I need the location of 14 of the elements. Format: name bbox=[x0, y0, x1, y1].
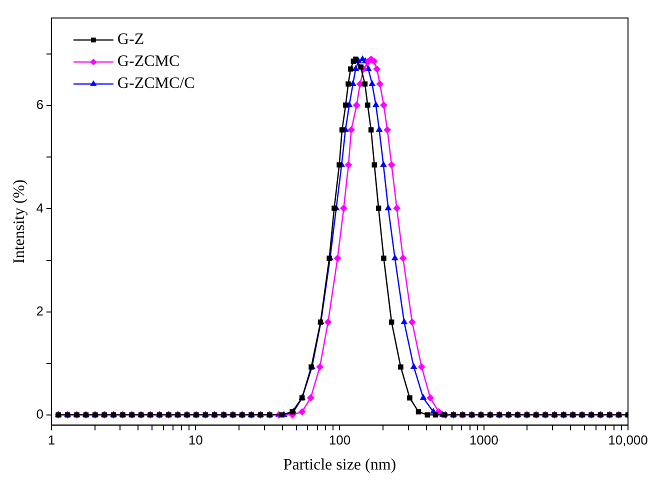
y-tick-label: 6 bbox=[36, 97, 44, 112]
y-tick-label: 0 bbox=[36, 406, 44, 422]
legend-label: G-ZCMC bbox=[117, 53, 180, 70]
x-tick-label: 1000 bbox=[469, 432, 498, 448]
legend-label: G-Z bbox=[117, 31, 144, 48]
y-tick-label: 4 bbox=[36, 200, 44, 216]
legend-label: G-ZCMC/C bbox=[117, 75, 195, 92]
x-tick-label: 10 bbox=[188, 432, 203, 448]
x-tick-label: 100 bbox=[328, 432, 351, 448]
x-tick-label: 1 bbox=[48, 432, 56, 448]
y-tick-label: 2 bbox=[36, 303, 44, 318]
x-tick-label: 10,000 bbox=[608, 432, 648, 448]
x-axis-title: Particle size (nm) bbox=[283, 456, 396, 474]
y-axis-title: Intensity (%) bbox=[10, 180, 28, 264]
